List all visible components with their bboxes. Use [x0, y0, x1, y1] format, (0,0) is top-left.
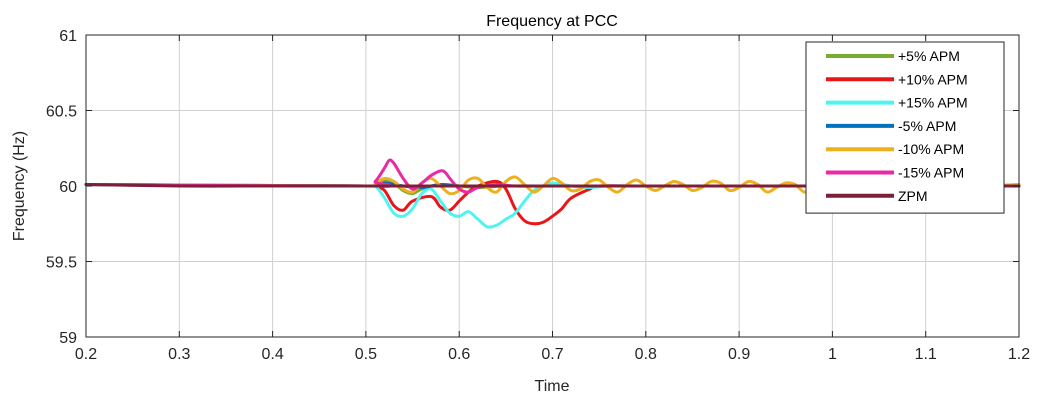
- series-line-10-apm: [84, 175, 1021, 196]
- x-tick-label: 0.4: [261, 346, 283, 363]
- x-tick-label: 0.9: [728, 346, 750, 363]
- legend-label: -10% APM: [898, 141, 964, 157]
- legend-label: ZPM: [898, 188, 928, 204]
- x-tick-label: 0.5: [355, 346, 377, 363]
- y-tick-label: 60: [59, 179, 77, 196]
- legend: +5% APM +10% APM +15% APM -5% APM -10% APM -1…: [805, 41, 1005, 214]
- x-axis-title: Time: [535, 378, 570, 395]
- x-tick-label: 0.8: [635, 346, 657, 363]
- y-tick-label: 59.5: [46, 255, 77, 272]
- axis-ticks: 0.2 0.3 0.4 0.5 0.6 0.7 0.8 0.9 1 1.1 1.2 59 59.5 60 6…: [46, 28, 1030, 363]
- legend-label: -15% APM: [898, 165, 964, 181]
- y-tick-label: 61: [59, 28, 77, 45]
- y-axis-title: Frequency (Hz): [11, 131, 28, 241]
- x-tick-label: 1.2: [1008, 346, 1030, 363]
- chart-title: Frequency at PCC: [486, 13, 618, 30]
- y-tick-label: 60.5: [46, 104, 77, 121]
- x-tick-label: 0.6: [448, 346, 470, 363]
- legend-label: +10% APM: [898, 71, 968, 87]
- legend-label: -5% APM: [898, 118, 956, 134]
- x-tick-label: 0.3: [168, 346, 190, 363]
- legend-label: +15% APM: [898, 95, 968, 111]
- x-tick-label: 1.1: [915, 346, 937, 363]
- x-tick-label: 1: [828, 346, 837, 363]
- x-tick-label: 0.7: [541, 346, 563, 363]
- legend-label: +5% APM: [898, 48, 960, 64]
- x-tick-label: 0.2: [75, 346, 97, 363]
- y-tick-label: 59: [59, 330, 77, 347]
